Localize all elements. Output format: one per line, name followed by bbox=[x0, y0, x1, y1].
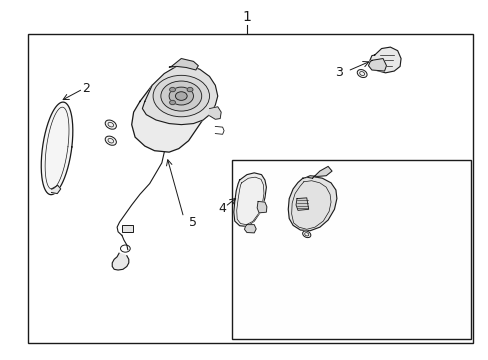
Polygon shape bbox=[236, 177, 264, 225]
Polygon shape bbox=[41, 102, 73, 195]
Text: 5: 5 bbox=[189, 216, 197, 229]
Text: 2: 2 bbox=[82, 82, 90, 95]
Circle shape bbox=[153, 75, 209, 117]
Circle shape bbox=[175, 92, 187, 100]
Ellipse shape bbox=[302, 231, 310, 238]
Bar bbox=[122, 225, 132, 232]
Text: 3: 3 bbox=[335, 66, 343, 79]
Polygon shape bbox=[233, 173, 266, 226]
Polygon shape bbox=[131, 75, 212, 152]
Polygon shape bbox=[368, 59, 386, 71]
Polygon shape bbox=[295, 198, 308, 210]
Circle shape bbox=[169, 87, 175, 92]
Polygon shape bbox=[287, 176, 336, 231]
Circle shape bbox=[187, 87, 193, 92]
Bar bbox=[28, 33, 472, 342]
Ellipse shape bbox=[105, 120, 116, 129]
Polygon shape bbox=[306, 166, 331, 178]
Text: 1: 1 bbox=[242, 10, 251, 24]
Circle shape bbox=[169, 87, 193, 105]
Polygon shape bbox=[169, 59, 198, 70]
Polygon shape bbox=[142, 66, 217, 125]
Polygon shape bbox=[257, 202, 266, 213]
Circle shape bbox=[169, 100, 175, 105]
Polygon shape bbox=[209, 107, 221, 119]
Polygon shape bbox=[369, 47, 400, 73]
Polygon shape bbox=[112, 253, 128, 270]
Text: 4: 4 bbox=[218, 202, 226, 215]
Polygon shape bbox=[51, 185, 61, 194]
Ellipse shape bbox=[105, 136, 116, 145]
Bar bbox=[232, 160, 469, 339]
Circle shape bbox=[161, 81, 201, 111]
Polygon shape bbox=[244, 225, 256, 233]
Ellipse shape bbox=[357, 69, 366, 77]
